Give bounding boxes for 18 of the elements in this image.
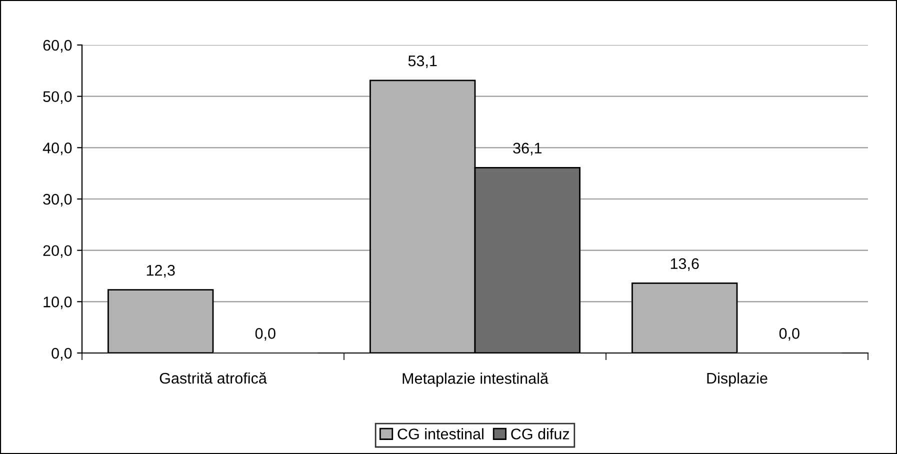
x-tick-label: Displazie — [707, 372, 768, 387]
data-label: 0,0 — [255, 328, 276, 341]
y-tick-label: 50,0 — [43, 91, 72, 104]
y-tick-label: 20,0 — [43, 245, 72, 258]
data-label: 36,1 — [513, 142, 542, 156]
y-tick-label: 40,0 — [42, 142, 72, 156]
y-tick-label: 30,0 — [43, 194, 72, 206]
y-tick-label: 10,0 — [44, 296, 72, 310]
x-tick-label: Gastrită atrofică — [160, 372, 267, 384]
y-tick-label: 0,0 — [52, 348, 72, 360]
data-label: 12,3 — [146, 264, 175, 278]
data-label: 0,0 — [779, 328, 800, 341]
legend-label: CG intestinal — [398, 428, 484, 440]
x-tick-label: Metaplazie intestinală — [402, 372, 548, 387]
legend-label: CG difuz — [511, 428, 570, 440]
data-label: 53,1 — [408, 55, 437, 68]
data-label: 13,6 — [670, 258, 699, 271]
y-tick-label: 60,0 — [43, 40, 72, 52]
